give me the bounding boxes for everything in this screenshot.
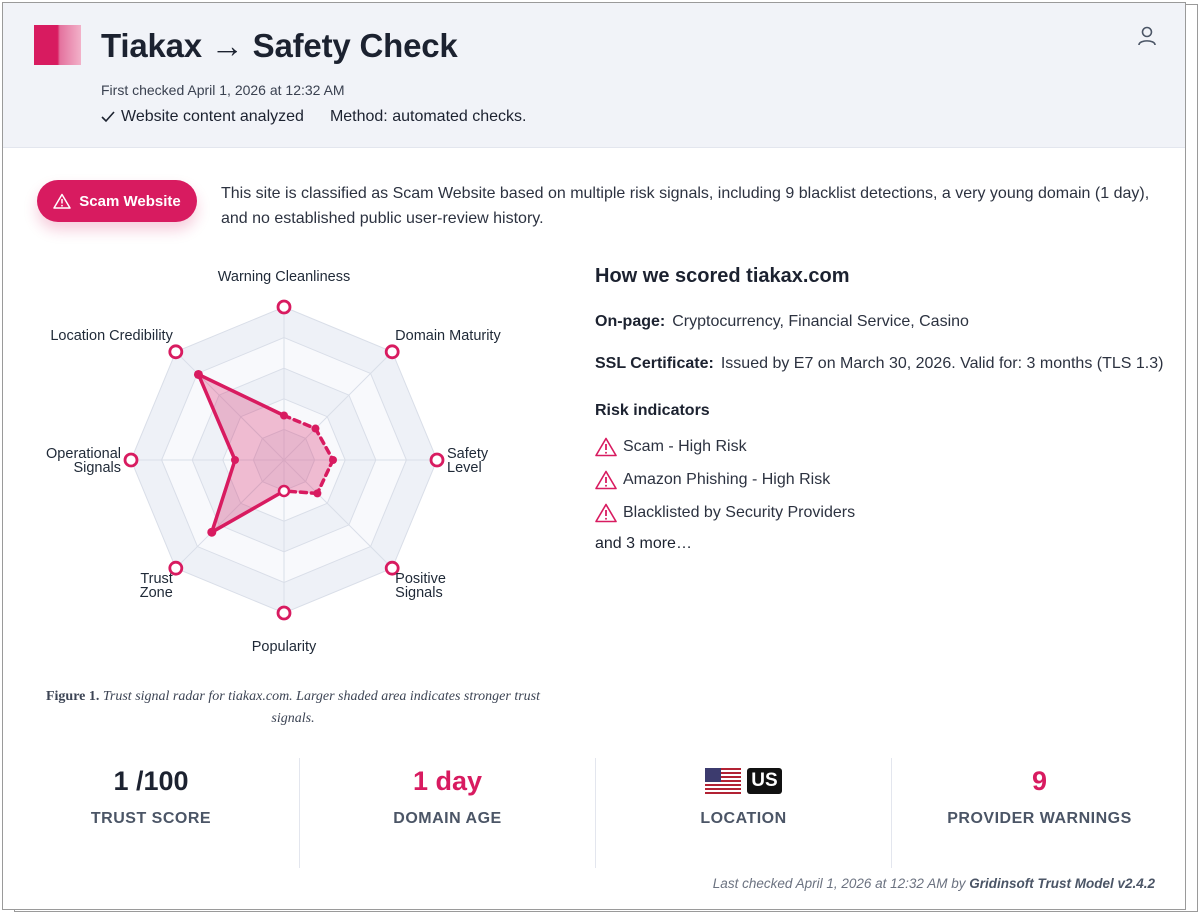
more-risks-link[interactable]: and 3 more… bbox=[595, 535, 692, 552]
radar-data-point bbox=[207, 527, 217, 537]
radar-series-segment bbox=[210, 489, 286, 534]
radar-series-segment bbox=[315, 458, 335, 496]
radar-axis-label: Positive Signals bbox=[395, 571, 446, 601]
radar-data-point bbox=[329, 456, 337, 464]
radar-axis-label: Operational Signals bbox=[46, 446, 121, 476]
risk-indicators-title: Risk indicators bbox=[595, 402, 710, 419]
stat-provider-warnings: 9 PROVIDER WARNINGS bbox=[891, 758, 1185, 868]
risk-item: Amazon Phishing - High Risk bbox=[595, 463, 1165, 496]
stat-location: US LOCATION bbox=[595, 758, 891, 868]
site-logo bbox=[34, 25, 81, 65]
verdict-summary: This site is classified as Scam Website … bbox=[221, 185, 1150, 227]
scam-website-badge[interactable]: Scam Website bbox=[37, 180, 197, 222]
figure-caption: Figure 1. Trust signal radar for tiakax.… bbox=[23, 686, 563, 730]
model-name: Gridinsoft Trust Model v2.4.2 bbox=[969, 876, 1155, 891]
analysis-meta: Website content analyzed Method: automat… bbox=[101, 108, 527, 126]
domain-age-value: 1 day bbox=[412, 766, 483, 796]
radar-series-segment bbox=[313, 426, 335, 462]
ssl-value: Issued by E7 on March 30, 2026. Valid fo… bbox=[720, 355, 1164, 372]
risk-item-label: Amazon Phishing - High Risk bbox=[623, 470, 831, 488]
radar-data-point bbox=[193, 369, 203, 379]
radar-trust-area bbox=[198, 374, 333, 533]
figure-number: Figure 1. bbox=[45, 689, 100, 704]
scoring-panel: How we scored tiakax.com On-page: Crypto… bbox=[595, 265, 1165, 553]
radar-series-segment bbox=[196, 372, 237, 462]
first-checked-date: First checked April 1, 2026 at 12:32 AM bbox=[101, 82, 345, 98]
risk-item-label: Blacklisted by Security Providers bbox=[623, 503, 856, 521]
provider-warnings-label: PROVIDER WARNINGS bbox=[947, 810, 1132, 827]
warning-icon bbox=[595, 503, 617, 522]
provider-warnings-value: 9 bbox=[1031, 766, 1048, 796]
domain-age-label: DOMAIN AGE bbox=[393, 810, 502, 827]
radar-axis-marker bbox=[168, 560, 184, 576]
radar-axis-label: Location Credibility bbox=[50, 328, 173, 344]
report-header: Tiakax → Safety Check First checked Apri… bbox=[3, 3, 1185, 148]
location-label: LOCATION bbox=[700, 810, 787, 827]
risk-item: Blacklisted by Security Providers bbox=[595, 496, 1165, 529]
radar-axis-marker bbox=[123, 452, 139, 468]
radar-axis-marker bbox=[384, 344, 400, 360]
radar-axis-marker bbox=[429, 452, 445, 468]
warning-icon bbox=[53, 193, 72, 209]
warning-icon bbox=[595, 470, 617, 489]
radar-data-point bbox=[313, 489, 322, 498]
figure-text: Trust signal radar for tiakax.com. Large… bbox=[102, 689, 541, 726]
risk-item: Scam - High Risk bbox=[595, 430, 1165, 463]
stat-domain-age: 1 day DOMAIN AGE bbox=[299, 758, 595, 868]
ssl-key: SSL Certificate: bbox=[595, 355, 714, 372]
radar-axis-label: Trust Zone bbox=[140, 571, 173, 601]
risk-item-label: Scam - High Risk bbox=[623, 437, 747, 455]
radar-series-segment bbox=[210, 458, 237, 534]
us-flag-icon bbox=[705, 768, 742, 794]
radar-data-point bbox=[311, 424, 320, 433]
radar-axis-line bbox=[283, 459, 393, 569]
content-analyzed-label: Website content analyzed bbox=[121, 108, 304, 125]
ssl-row: SSL Certificate: Issued by E7 on March 3… bbox=[595, 352, 1165, 376]
radar-axis-line bbox=[175, 459, 285, 569]
stats-row: 1 /100 TRUST SCORE 1 day DOMAIN AGE bbox=[3, 758, 1185, 868]
radar-axis-marker bbox=[168, 344, 184, 360]
radar-axis-marker bbox=[276, 299, 292, 315]
radar-axis-label: Popularity bbox=[252, 639, 317, 655]
trust-score-label: TRUST SCORE bbox=[90, 810, 212, 827]
location-icons: US bbox=[596, 768, 891, 794]
trust-score-value: 1 /100 bbox=[113, 766, 189, 796]
page-title: Tiakax → Safety Check bbox=[101, 27, 458, 64]
radar-axis-label: Warning Cleanliness bbox=[218, 269, 350, 285]
country-code: US bbox=[747, 768, 782, 794]
radar-axis-marker bbox=[384, 560, 400, 576]
scoring-heading: How we scored tiakax.com bbox=[595, 265, 850, 287]
radar-data-point bbox=[277, 484, 291, 498]
stat-trust-score: 1 /100 TRUST SCORE bbox=[3, 758, 299, 868]
radar-axis-line bbox=[283, 351, 393, 461]
radar-axis-line bbox=[175, 351, 285, 461]
radar-axis-marker bbox=[276, 605, 292, 621]
last-checked-footer: Last checked April 1, 2026 at 12:32 AM b… bbox=[713, 876, 1155, 891]
user-icon[interactable] bbox=[1137, 25, 1157, 47]
footer-prefix: Last checked April 1, 2026 at 12:32 AM b… bbox=[712, 876, 970, 891]
radar-data-point bbox=[280, 411, 288, 420]
radar-series-segment bbox=[282, 413, 318, 431]
onpage-value: Cryptocurrency, Financial Service, Casin… bbox=[672, 313, 969, 330]
content-analyzed-status: Website content analyzed bbox=[101, 108, 304, 126]
radar-series-segment bbox=[196, 372, 286, 418]
radar-axis-label: Safety Level bbox=[447, 446, 489, 476]
radar-data-point bbox=[231, 456, 239, 464]
radar-axis-label: Domain Maturity bbox=[395, 328, 501, 344]
onpage-row: On-page: Cryptocurrency, Financial Servi… bbox=[595, 310, 1165, 334]
onpage-key: On-page: bbox=[595, 313, 666, 330]
warning-icon bbox=[595, 437, 617, 456]
method-label: Method: automated checks. bbox=[329, 108, 527, 125]
checkmark-icon bbox=[101, 111, 115, 123]
trust-signal-radar: Warning Cleanliness Domain Maturity Safety… bbox=[46, 269, 501, 655]
badge-label: Scam Website bbox=[79, 192, 181, 210]
